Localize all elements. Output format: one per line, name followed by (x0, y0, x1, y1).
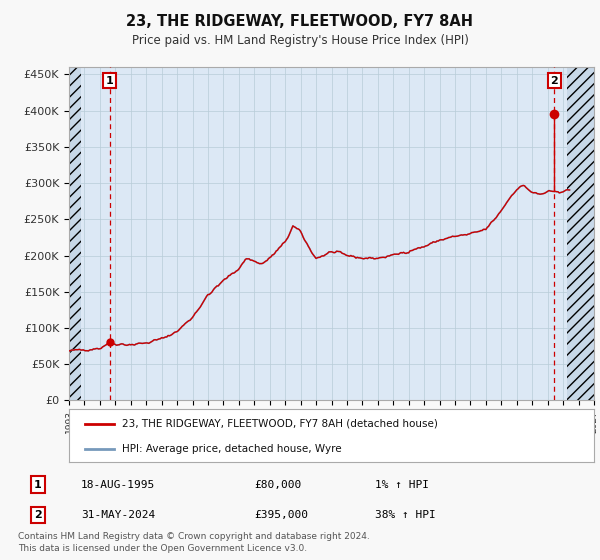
Text: 38% ↑ HPI: 38% ↑ HPI (375, 510, 436, 520)
Text: 2: 2 (34, 510, 42, 520)
Text: 1: 1 (34, 479, 42, 489)
Text: 18-AUG-1995: 18-AUG-1995 (81, 479, 155, 489)
Text: 2: 2 (550, 76, 558, 86)
Text: 23, THE RIDGEWAY, FLEETWOOD, FY7 8AH: 23, THE RIDGEWAY, FLEETWOOD, FY7 8AH (127, 14, 473, 29)
Text: Contains HM Land Registry data © Crown copyright and database right 2024.
This d: Contains HM Land Registry data © Crown c… (18, 532, 370, 553)
Text: 31-MAY-2024: 31-MAY-2024 (81, 510, 155, 520)
Text: £395,000: £395,000 (254, 510, 308, 520)
Text: Price paid vs. HM Land Registry's House Price Index (HPI): Price paid vs. HM Land Registry's House … (131, 34, 469, 46)
Text: HPI: Average price, detached house, Wyre: HPI: Average price, detached house, Wyre (121, 444, 341, 454)
Text: 23, THE RIDGEWAY, FLEETWOOD, FY7 8AH (detached house): 23, THE RIDGEWAY, FLEETWOOD, FY7 8AH (de… (121, 419, 437, 429)
Text: £80,000: £80,000 (254, 479, 301, 489)
Text: 1: 1 (106, 76, 113, 86)
Text: 1% ↑ HPI: 1% ↑ HPI (375, 479, 429, 489)
Bar (567, 67, 594, 400)
Bar (69, 67, 80, 400)
